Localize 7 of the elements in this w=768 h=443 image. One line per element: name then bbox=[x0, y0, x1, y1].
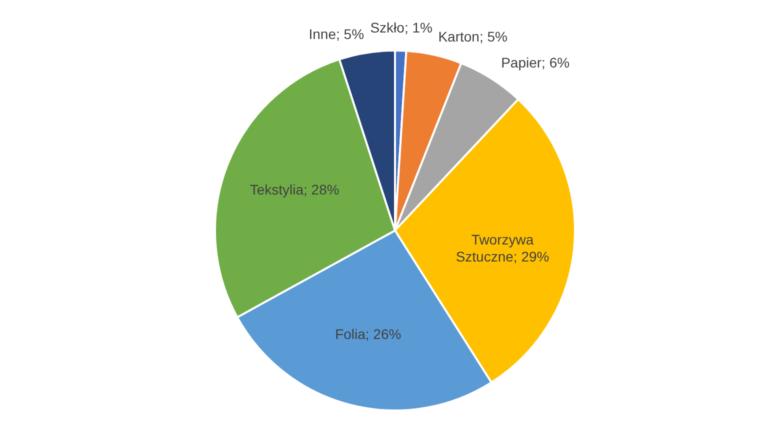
slice-label: Papier; 6% bbox=[501, 54, 570, 70]
slice-label: Folia; 26% bbox=[335, 326, 402, 342]
slice-label: Tworzywa Sztuczne; 29% bbox=[456, 232, 550, 265]
slice-label: Karton; 5% bbox=[438, 28, 508, 44]
slice-label: Tekstylia; 28% bbox=[250, 182, 340, 198]
slice-label: Szkło; 1% bbox=[370, 20, 432, 36]
slice-label: Inne; 5% bbox=[308, 26, 364, 42]
